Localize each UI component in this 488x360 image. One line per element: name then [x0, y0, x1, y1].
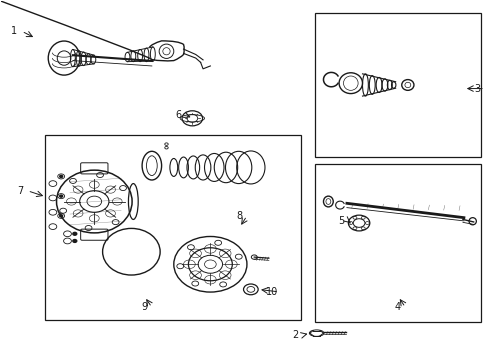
Circle shape: [73, 239, 77, 242]
Text: 1: 1: [11, 26, 18, 36]
Circle shape: [60, 215, 62, 217]
Circle shape: [60, 175, 62, 177]
Text: 4: 4: [394, 302, 400, 312]
Text: 5: 5: [337, 216, 344, 226]
Bar: [315, 164, 480, 321]
Circle shape: [73, 232, 77, 235]
Bar: [315, 13, 480, 157]
Text: 2: 2: [292, 330, 298, 340]
Text: 7: 7: [17, 186, 23, 196]
Circle shape: [60, 195, 62, 197]
Text: 6: 6: [175, 111, 182, 121]
Text: 3: 3: [473, 84, 480, 94]
Text: 10: 10: [265, 287, 277, 297]
Text: 9: 9: [141, 302, 147, 312]
Text: 8: 8: [236, 211, 242, 221]
Bar: [44, 135, 300, 320]
